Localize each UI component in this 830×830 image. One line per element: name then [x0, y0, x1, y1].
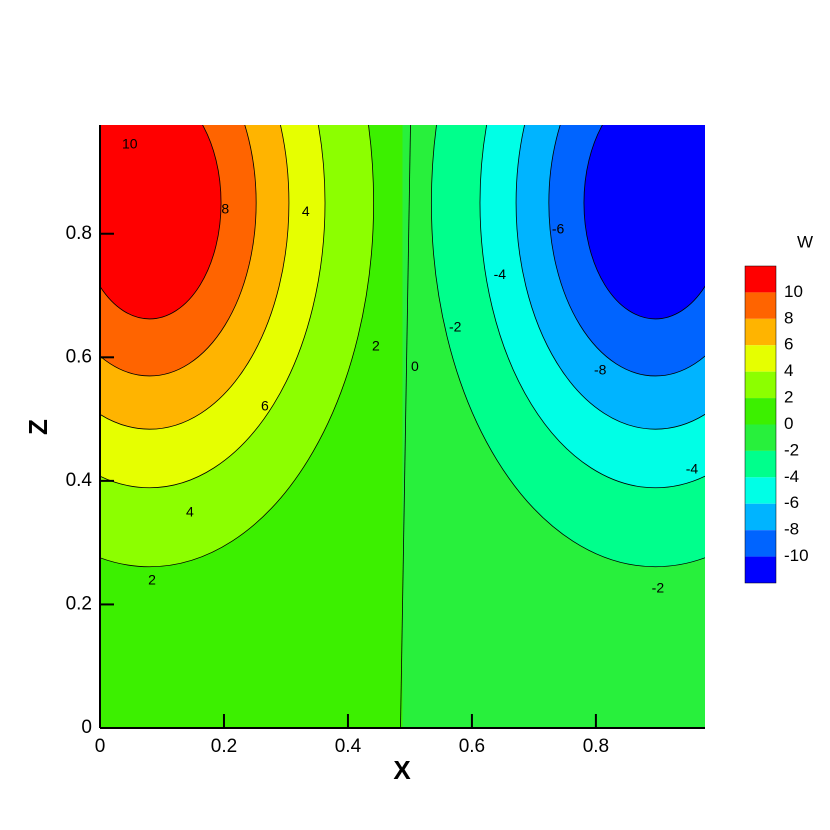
contour-label: -8 [594, 362, 607, 378]
colorbar-label: 6 [784, 335, 793, 354]
contour-label: -2 [652, 580, 665, 596]
y-tick-label: 0 [81, 717, 92, 738]
colorbar-label: 10 [784, 282, 803, 301]
colorbar-box [745, 345, 776, 372]
contour-label: -4 [494, 266, 507, 282]
contour-region [583, 125, 705, 320]
y-tick-label: 0.4 [66, 470, 93, 491]
colorbar-box [745, 530, 776, 557]
colorbar-box [745, 503, 776, 531]
x-tick-label: 0.4 [335, 736, 362, 757]
contour-label: 2 [372, 338, 380, 354]
colorbar-label: 2 [784, 388, 793, 407]
colorbar-label: -10 [784, 546, 809, 565]
contour-label: -6 [552, 221, 565, 237]
colorbar-box [745, 318, 776, 346]
contour-label: 4 [186, 504, 194, 520]
legend-title: W [797, 232, 813, 251]
colorbar-box [745, 398, 776, 425]
colorbar-label: 4 [784, 361, 793, 380]
contour-label: 8 [221, 200, 229, 216]
contour-label: 4 [302, 203, 310, 219]
plot-area: 10 8 4 2 0 -2 -4 -6 -8 6 -4 4 2 -2 [100, 125, 705, 728]
colorbar-box [745, 266, 776, 293]
x-axis-title: X [393, 755, 411, 785]
colorbar-label: 0 [784, 414, 793, 433]
contour-label: 6 [261, 397, 269, 413]
y-tick-label: 0.8 [66, 223, 92, 244]
colorbar-box [745, 556, 776, 583]
contour-label: -4 [686, 460, 699, 476]
contour-line [400, 125, 411, 728]
colorbar-box [745, 292, 776, 319]
y-tick-label: 0.6 [66, 346, 92, 367]
y-axis-title: Z [23, 419, 53, 435]
x-tick-label: 0.6 [459, 736, 485, 757]
x-tick-label: 0.2 [211, 736, 237, 757]
y-tick-label: 0.2 [66, 593, 92, 614]
contour-label: 0 [411, 358, 419, 374]
colorbar-label: -6 [784, 493, 799, 512]
colorbar-label: -8 [784, 520, 799, 539]
contour-label: -2 [449, 318, 462, 334]
x-tick-label: 0.8 [583, 736, 609, 757]
colorbar-label: 8 [784, 308, 793, 327]
colorbar-box [745, 450, 776, 478]
colorbar-frame [744, 265, 777, 584]
colorbar-box [745, 371, 776, 399]
contour-label: 2 [148, 572, 156, 588]
colorbar-label: -2 [784, 440, 799, 459]
contour-region [100, 125, 222, 320]
contour-label: 10 [122, 135, 138, 151]
x-tick-label: 0 [95, 736, 106, 757]
colorbar-label: -4 [784, 467, 799, 486]
colorbar-box [745, 477, 776, 504]
colorbar-box [745, 424, 776, 451]
